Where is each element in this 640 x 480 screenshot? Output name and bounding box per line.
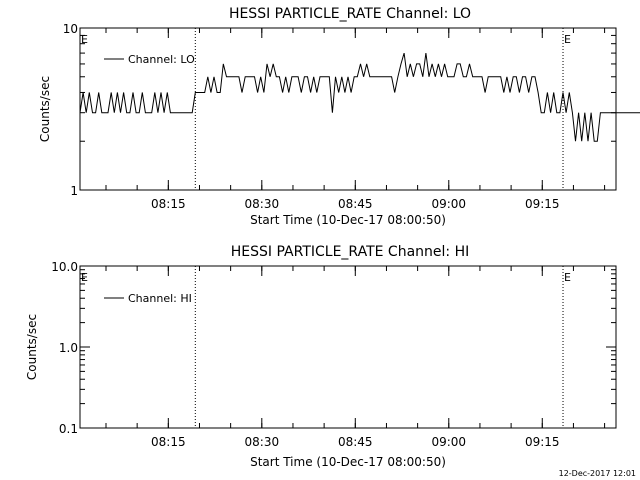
x-tick-label: 08:15 [151, 435, 186, 449]
x-tick-label: 08:15 [151, 197, 186, 211]
chart-title-hi: HESSI PARTICLE_RATE Channel: HI [231, 244, 469, 260]
footer-date: 12-Dec-2017 12:01 [559, 469, 636, 478]
y-axis-hi: 0.1 1.0 10.0 [51, 260, 616, 436]
y-tick-label: 10 [63, 22, 78, 36]
x-axis-label-hi: Start Time (10-Dec-17 08:00:50) [250, 455, 446, 469]
x-tick-label: 08:45 [338, 435, 373, 449]
y-axis-label-hi: Counts/sec [25, 314, 39, 380]
x-tick-label: 09:15 [525, 435, 560, 449]
series-line-channel-lo [79, 52, 640, 142]
legend-lo: Channel: LO [104, 53, 195, 66]
y-tick-label: 1 [70, 184, 78, 198]
y-tick-label: 0.1 [59, 422, 78, 436]
x-axis-lo: 08:15 08:30 08:45 09:00 09:15 [105, 28, 606, 211]
y-axis-lo: 1 10 [63, 22, 616, 198]
x-tick-label: 09:15 [525, 197, 560, 211]
legend-label-lo: Channel: LO [128, 53, 195, 66]
x-tick-label: 08:30 [245, 197, 280, 211]
x-tick-label: 08:30 [245, 435, 280, 449]
series-lo [79, 52, 640, 142]
event-marker-label: E [81, 33, 88, 46]
x-axis-label-lo: Start Time (10-Dec-17 08:00:50) [250, 213, 446, 227]
x-axis-hi: 08:15 08:30 08:45 09:00 09:15 [105, 266, 606, 449]
panel-channel-lo: HESSI PARTICLE_RATE Channel: LO 1 10 08:1… [38, 6, 640, 227]
event-marker-label: E [81, 271, 88, 284]
event-marker-label: E [564, 271, 571, 284]
legend-hi: Channel: HI [104, 292, 192, 305]
x-tick-label: 08:45 [338, 197, 373, 211]
y-axis-label-lo: Counts/sec [38, 76, 52, 142]
plot-frame-hi [79, 265, 617, 429]
y-tick-label: 10.0 [51, 260, 78, 274]
y-tick-label: 1.0 [59, 341, 78, 355]
x-tick-label: 09:00 [431, 197, 466, 211]
x-tick-label: 09:00 [431, 435, 466, 449]
panel-channel-hi: HESSI PARTICLE_RATE Channel: HI 0.1 1.0 10… [25, 244, 617, 469]
plot-frame-lo [79, 27, 617, 191]
event-marker-label: E [564, 33, 571, 46]
legend-label-hi: Channel: HI [128, 292, 192, 305]
chart-title-lo: HESSI PARTICLE_RATE Channel: LO [229, 6, 471, 22]
